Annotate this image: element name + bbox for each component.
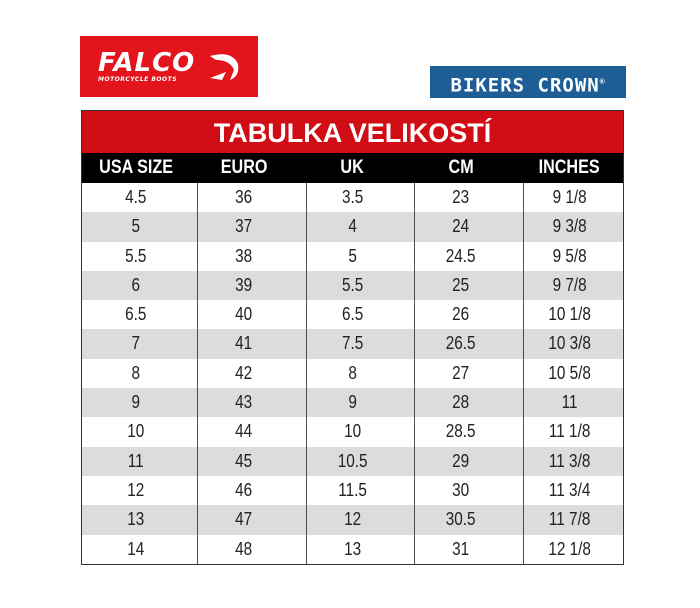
table-row: 4.5 36 3.5 23 9 1/8 xyxy=(82,183,623,213)
registered-mark: ® xyxy=(599,77,606,86)
table-cell: 40 xyxy=(197,300,290,330)
table-cell: 10.5 xyxy=(305,446,398,476)
table-cell: 27 xyxy=(414,358,506,389)
table-cell: 5.5 xyxy=(305,270,398,301)
table-cell: 6 xyxy=(131,274,140,295)
falco-brand: FALCO xyxy=(98,48,196,78)
table-row: 13 47 12 30.5 11 7/8 xyxy=(82,505,623,535)
table-cell: 6.5 xyxy=(305,300,398,330)
table-cell: 11 3/4 xyxy=(522,475,615,506)
table-cell: 9 7/8 xyxy=(522,270,615,301)
table-cell: 11 1/8 xyxy=(522,417,615,447)
table-row: 12 46 11.5 30 11 3/4 xyxy=(82,475,623,506)
table-cell: 39 xyxy=(197,270,290,301)
table-row: 7 41 7.5 26.5 10 3/8 xyxy=(82,329,623,359)
table-cell: 10 xyxy=(127,421,145,442)
bikers-crown-logo: BIKERS CROWN® xyxy=(430,66,626,98)
table-cell: 37 xyxy=(197,212,290,242)
table-cell: 4 xyxy=(305,212,398,242)
table-cell: 12 xyxy=(305,505,398,535)
table-cell: 38 xyxy=(197,241,290,271)
table-cell: 8 xyxy=(131,362,140,383)
table-cell: 5.5 xyxy=(125,245,147,266)
table-cell: 41 xyxy=(197,329,290,359)
table-cell: 10 1/8 xyxy=(522,300,615,330)
column-header: USA SIZE xyxy=(99,157,174,178)
table-row: 6 39 5.5 25 9 7/8 xyxy=(82,270,623,301)
table-cell: 9 1/8 xyxy=(522,183,615,213)
table-cell: 46 xyxy=(197,475,290,506)
falco-logo: FALCO MOTORCYCLE BOOTS xyxy=(80,36,258,97)
table-cell: 13 xyxy=(305,534,398,564)
table-cell: 9 xyxy=(305,388,398,418)
table-cell: 10 xyxy=(305,417,398,447)
table-cell: 11 7/8 xyxy=(522,505,615,535)
falco-tagline: MOTORCYCLE BOOTS xyxy=(98,76,178,83)
column-header: UK xyxy=(340,157,365,178)
table-cell: 24 xyxy=(414,212,506,242)
table-cell: 9 xyxy=(131,392,140,413)
table-row: 8 42 8 27 10 5/8 xyxy=(82,358,623,389)
table-body: 4.5 36 3.5 23 9 1/8 5 37 4 24 9 3/8 5.5 38 5 24.5 9 5/… xyxy=(82,183,623,564)
table-cell: 11 xyxy=(127,450,144,471)
table-cell: 14 xyxy=(127,538,145,559)
table-cell: 23 xyxy=(414,183,506,213)
bikers-crown-text: BIKERS CROWN xyxy=(450,74,600,97)
table-cell: 9 3/8 xyxy=(522,212,615,242)
table-cell: 11 xyxy=(522,388,615,418)
table-cell: 5 xyxy=(305,241,398,271)
table-cell: 11.5 xyxy=(305,475,398,506)
table-row: 6.5 40 6.5 26 10 1/8 xyxy=(82,300,623,330)
table-row: 11 45 10.5 29 11 3/8 xyxy=(82,446,623,476)
table-row: 5.5 38 5 24.5 9 5/8 xyxy=(82,241,623,271)
size-table: TABULKA VELIKOSTÍ USA SIZE EURO UK CM INCHES… xyxy=(81,110,624,565)
table-cell: 4.5 xyxy=(125,187,147,207)
table-cell: 25 xyxy=(414,270,506,301)
table-row: 5 37 4 24 9 3/8 xyxy=(82,212,623,242)
table-cell: 26.5 xyxy=(414,329,506,359)
table-cell: 7 xyxy=(131,333,140,354)
column-header: INCHES xyxy=(538,157,600,178)
table-cell: 10 3/8 xyxy=(522,329,615,359)
table-cell: 9 5/8 xyxy=(522,241,615,271)
table-cell: 44 xyxy=(197,417,290,447)
table-header: USA SIZE EURO UK CM INCHES xyxy=(82,153,623,183)
table-row: 14 48 13 31 12 1/8 xyxy=(82,534,623,564)
table-cell: 28 xyxy=(414,388,506,418)
table-cell: 6.5 xyxy=(125,304,147,325)
eagle-icon xyxy=(210,54,239,80)
table-row: 10 44 10 28.5 11 1/8 xyxy=(82,417,623,447)
table-cell: 12 1/8 xyxy=(522,534,615,564)
table-cell: 28.5 xyxy=(414,417,506,447)
table-title: TABULKA VELIKOSTÍ xyxy=(82,111,623,153)
table-cell: 31 xyxy=(414,534,506,564)
column-header: EURO xyxy=(220,157,268,178)
table-cell: 29 xyxy=(414,446,506,476)
column-header: CM xyxy=(448,157,474,178)
table-row: 9 43 9 28 11 xyxy=(82,388,623,418)
table-cell: 12 xyxy=(127,479,145,500)
table-cell: 42 xyxy=(197,358,290,389)
table-cell: 10 5/8 xyxy=(522,358,615,389)
table-cell: 11 3/8 xyxy=(522,446,615,476)
table-cell: 5 xyxy=(131,216,140,237)
table-cell: 13 xyxy=(127,509,145,530)
table-cell: 45 xyxy=(197,446,290,476)
table-cell: 36 xyxy=(197,183,290,213)
table-cell: 26 xyxy=(414,300,506,330)
table-cell: 43 xyxy=(197,388,290,418)
table-cell: 47 xyxy=(197,505,290,535)
table-cell: 8 xyxy=(305,358,398,389)
table-cell: 7.5 xyxy=(305,329,398,359)
table-cell: 30 xyxy=(414,475,506,506)
table-cell: 3.5 xyxy=(305,183,398,213)
table-cell: 48 xyxy=(197,534,290,564)
table-cell: 30.5 xyxy=(414,505,506,535)
table-cell: 24.5 xyxy=(414,241,506,271)
